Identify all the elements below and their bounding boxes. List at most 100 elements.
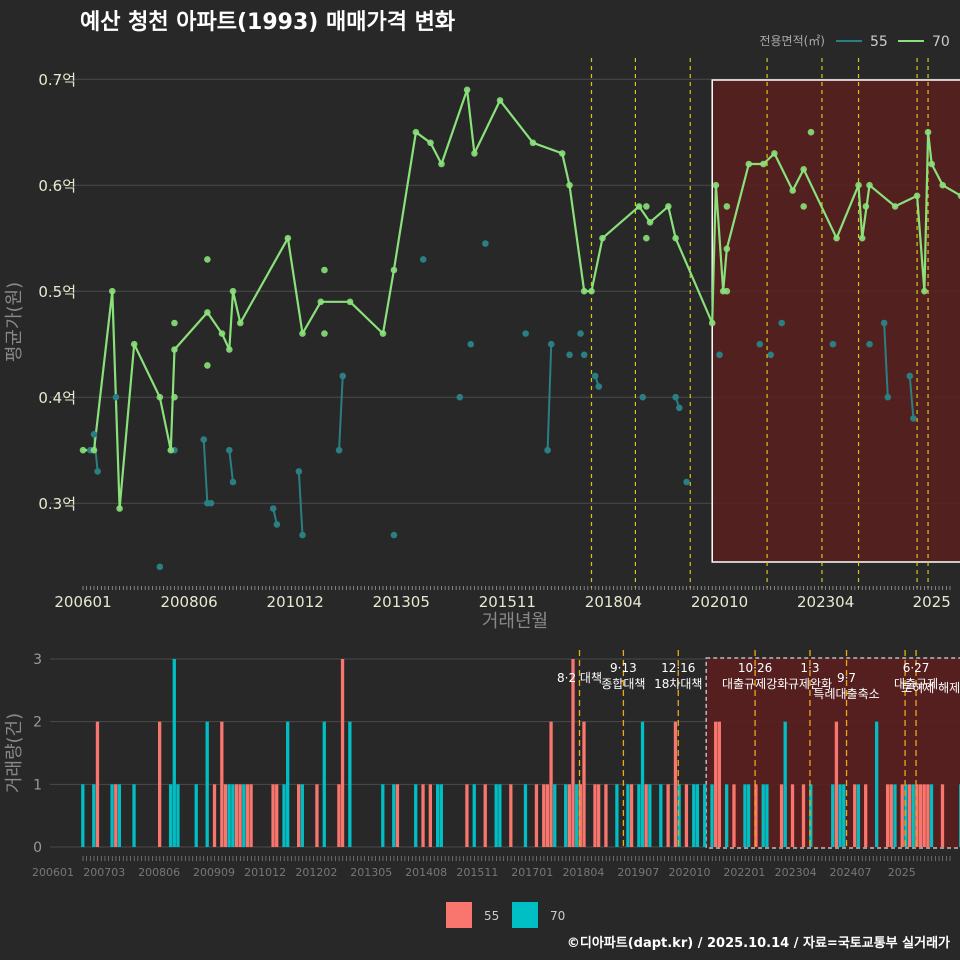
legend-label-70: 70 — [932, 34, 950, 50]
bottom-y-tick-label: 0 — [33, 840, 42, 856]
bottom-x-tick-label: 200601 — [32, 866, 74, 879]
bar-70 — [659, 784, 663, 847]
top-y-axis: 0.3억 0.4억 0.5억 0.6억 0.7억 — [38, 71, 76, 513]
series-55-point — [756, 340, 764, 348]
series-70-point — [463, 86, 471, 94]
series-55-point — [456, 393, 464, 401]
bar-55 — [714, 721, 718, 847]
bar-70 — [242, 784, 246, 847]
bar-55 — [220, 721, 224, 847]
series-70-point — [580, 287, 588, 295]
top-legend: 전용면적(㎡) 55 70 — [759, 34, 949, 50]
bar-55 — [509, 784, 513, 847]
series-70-point — [745, 160, 753, 168]
series-70-point — [284, 234, 292, 242]
series-55-point — [390, 531, 398, 539]
series-55-point — [580, 351, 588, 359]
bar-55 — [853, 784, 857, 847]
series-55-segment — [338, 375, 344, 451]
bar-70 — [92, 784, 96, 847]
series-70-point — [218, 330, 226, 337]
top-x-tick-label: 200601 — [54, 593, 111, 611]
top-x-axis-title: 거래년월 — [482, 611, 548, 632]
series-70-point — [928, 160, 936, 168]
policy-annotation-text: 6·27 — [903, 661, 930, 675]
series-70-point — [566, 181, 573, 189]
bar-55 — [212, 784, 217, 847]
bar-55 — [567, 784, 572, 847]
bar-70 — [348, 721, 352, 847]
bar-70 — [838, 784, 842, 847]
bar-70 — [575, 784, 579, 847]
top-x-tick-label: 201305 — [373, 593, 430, 611]
bar-55 — [644, 784, 648, 847]
bottom-y-tick-label: 2 — [33, 715, 42, 731]
bar-55 — [779, 784, 784, 847]
bar-55 — [337, 784, 341, 847]
bar-70 — [929, 784, 934, 847]
bottom-x-tick-label: 2025 — [888, 866, 916, 879]
bar-55 — [596, 784, 601, 847]
series-70-point — [438, 160, 445, 168]
series-70-point — [90, 446, 98, 454]
policy-annotation-text: 규제완화 — [788, 677, 832, 691]
chart-title: 예산 청천 아파트(1993) 매매가격 변화 — [80, 10, 455, 35]
series-70-point — [855, 181, 862, 189]
series-70-point — [771, 150, 778, 157]
series-70-point — [558, 150, 566, 157]
series-55-point — [482, 240, 489, 247]
series-70-point — [723, 287, 731, 295]
policy-annotation-text: 종합대책 — [601, 676, 645, 691]
bar-70 — [117, 784, 122, 847]
bar-70 — [615, 784, 619, 847]
series-70-point — [204, 362, 211, 369]
series-70-point — [921, 287, 928, 295]
series-70-point — [862, 203, 870, 210]
series-70-point — [712, 181, 720, 189]
bar-55 — [465, 784, 469, 847]
series-70-point — [237, 319, 244, 327]
bottom-x-tick-label: 201907 — [617, 866, 659, 879]
series-70-point — [924, 128, 932, 136]
bar-55 — [907, 784, 912, 847]
bottom-legend-label-70: 70 — [550, 909, 565, 923]
series-70-point — [167, 446, 175, 454]
series-55-point — [866, 340, 873, 348]
bottom-x-tick-label: 201511 — [456, 866, 498, 879]
bar-55 — [571, 659, 575, 847]
caption: ©디아파트(dapt.kr) / 2025.10.14 / 자료=국토교통부 실… — [567, 935, 950, 951]
series-70-point — [204, 309, 211, 316]
bottom-y-tick-label: 3 — [33, 652, 42, 668]
bar-55 — [900, 784, 904, 847]
bottom-y-axis-title: 거래량(건) — [4, 713, 25, 793]
series-70-point — [807, 128, 815, 136]
bar-70 — [110, 784, 114, 847]
policy-annotation-text: 8·2 대책 — [557, 670, 602, 685]
series-70-point — [412, 128, 420, 136]
series-55-segment — [297, 471, 304, 536]
bar-70 — [132, 784, 136, 847]
bottom-y-tick-label: 1 — [33, 777, 42, 793]
bar-55 — [234, 784, 239, 847]
top-highlight-box — [711, 79, 960, 563]
bar-70 — [911, 784, 915, 847]
series-70-point — [79, 446, 87, 454]
series-55-point — [591, 372, 599, 380]
series-55-point — [299, 531, 306, 539]
series-55-point — [884, 393, 892, 401]
bottom-x-tick-label: 202304 — [775, 866, 817, 879]
series-70-point — [471, 150, 478, 157]
bar-70 — [392, 784, 396, 847]
bar-55 — [542, 784, 546, 847]
bar-70 — [81, 784, 85, 847]
bar-55 — [593, 784, 597, 847]
bar-55 — [297, 784, 301, 847]
series-55-point — [90, 431, 98, 438]
bar-70 — [194, 784, 198, 847]
series-55-point — [639, 393, 647, 401]
top-y-tick-label: 0.7억 — [38, 71, 76, 89]
bar-70 — [783, 721, 787, 847]
top-y-axis-title: 평균가(원) — [4, 282, 25, 362]
bar-55 — [582, 721, 586, 847]
